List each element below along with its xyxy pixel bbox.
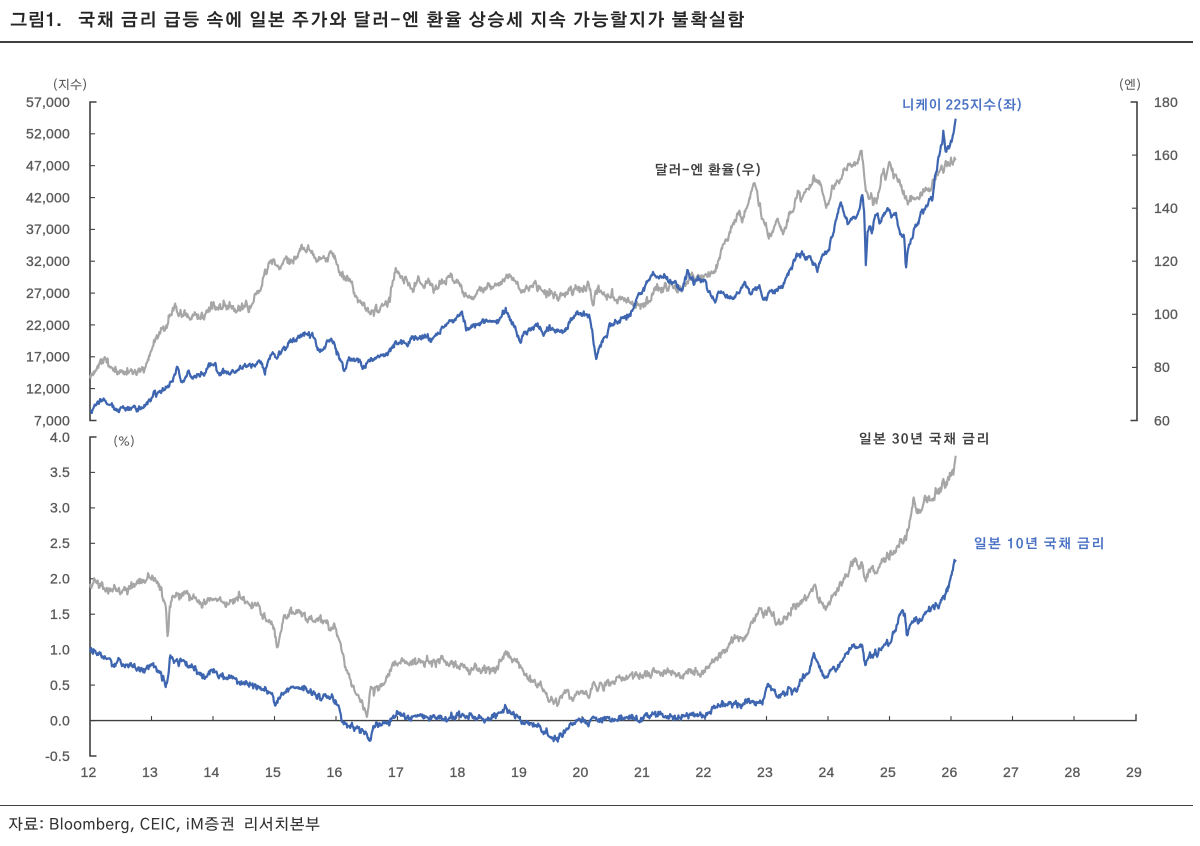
svg-text:7,000: 7,000 [34, 412, 70, 428]
svg-text:3.0: 3.0 [50, 500, 70, 516]
svg-text:22: 22 [696, 764, 712, 780]
svg-text:12,000: 12,000 [26, 380, 70, 396]
svg-text:22,000: 22,000 [26, 317, 70, 333]
svg-text:1.0: 1.0 [50, 642, 70, 658]
svg-text:80: 80 [1154, 359, 1170, 375]
svg-text:1.5: 1.5 [50, 606, 70, 622]
svg-text:20: 20 [573, 764, 589, 780]
svg-text:120: 120 [1154, 253, 1178, 269]
svg-text:13: 13 [142, 764, 158, 780]
svg-text:17,000: 17,000 [26, 349, 70, 365]
svg-text:37,000: 37,000 [26, 221, 70, 237]
svg-text:47,000: 47,000 [26, 158, 70, 174]
svg-text:2.5: 2.5 [50, 535, 70, 551]
svg-text:19: 19 [511, 764, 527, 780]
svg-text:27,000: 27,000 [26, 285, 70, 301]
svg-text:0.5: 0.5 [50, 677, 70, 693]
svg-text:23: 23 [757, 764, 773, 780]
svg-text:26: 26 [942, 764, 958, 780]
svg-text:24: 24 [819, 764, 835, 780]
svg-text:28: 28 [1065, 764, 1081, 780]
svg-text:57,000: 57,000 [26, 94, 70, 110]
svg-text:18: 18 [450, 764, 466, 780]
svg-text:32,000: 32,000 [26, 253, 70, 269]
svg-text:52,000: 52,000 [26, 126, 70, 142]
svg-text:0.0: 0.0 [50, 712, 70, 728]
svg-text:60: 60 [1154, 412, 1170, 428]
svg-text:17: 17 [388, 764, 404, 780]
svg-text:2.0: 2.0 [50, 571, 70, 587]
svg-text:4.0: 4.0 [50, 429, 70, 445]
svg-text:15: 15 [265, 764, 281, 780]
svg-text:3.5: 3.5 [50, 464, 70, 480]
svg-text:16: 16 [327, 764, 343, 780]
svg-text:29: 29 [1126, 764, 1142, 780]
svg-text:14: 14 [204, 764, 220, 780]
svg-text:140: 140 [1154, 200, 1178, 216]
svg-text:160: 160 [1154, 147, 1178, 163]
svg-text:100: 100 [1154, 306, 1178, 322]
svg-text:21: 21 [634, 764, 650, 780]
svg-text:27: 27 [1003, 764, 1019, 780]
svg-text:42,000: 42,000 [26, 189, 70, 205]
svg-text:180: 180 [1154, 94, 1178, 110]
svg-text:12: 12 [81, 764, 97, 780]
svg-text:25: 25 [880, 764, 896, 780]
svg-text:-0.5: -0.5 [45, 748, 70, 764]
